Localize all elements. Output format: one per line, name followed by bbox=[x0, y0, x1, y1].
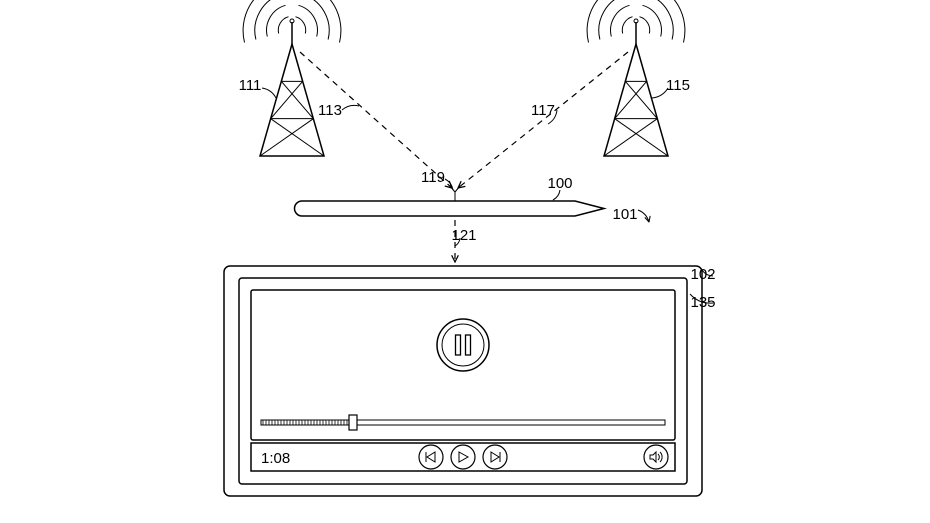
video-area bbox=[251, 290, 675, 440]
ref-label-119: 119 bbox=[421, 169, 445, 186]
skip-forward-icon bbox=[491, 452, 499, 462]
ref-label-113: 113 bbox=[318, 102, 342, 119]
skip-back-button[interactable] bbox=[419, 445, 443, 469]
leader-101 bbox=[638, 210, 649, 222]
pause-button[interactable] bbox=[437, 319, 489, 371]
speaker-icon bbox=[650, 452, 656, 462]
ref-label-101: 101 bbox=[612, 206, 637, 223]
ref-label-121: 121 bbox=[451, 227, 476, 244]
signal-from-right-tower bbox=[458, 52, 628, 188]
seek-track[interactable] bbox=[261, 420, 665, 425]
play-icon bbox=[459, 452, 468, 462]
skip-back-icon bbox=[427, 452, 435, 462]
ref-label-100: 100 bbox=[547, 175, 572, 192]
playback-time: 1:08 bbox=[261, 450, 290, 467]
leader-111 bbox=[262, 88, 276, 98]
skip-forward-button[interactable] bbox=[483, 445, 507, 469]
play-button[interactable] bbox=[451, 445, 475, 469]
tablet-device: 1:08 bbox=[224, 266, 702, 496]
tablet-bezel bbox=[224, 266, 702, 496]
ref-label-111: 111 bbox=[239, 77, 262, 94]
control-bar bbox=[251, 443, 675, 471]
ref-label-115: 115 bbox=[666, 77, 690, 94]
seek-handle[interactable] bbox=[349, 415, 357, 430]
pause-icon bbox=[456, 335, 461, 355]
tablet-screen bbox=[239, 278, 687, 484]
patent-figure: 1:08100101102111113115117119121135 bbox=[0, 0, 930, 523]
ref-label-117: 117 bbox=[531, 102, 555, 119]
signal-from-left-tower bbox=[300, 52, 452, 188]
ref-label-102: 102 bbox=[690, 266, 715, 283]
leader-113 bbox=[342, 105, 359, 110]
